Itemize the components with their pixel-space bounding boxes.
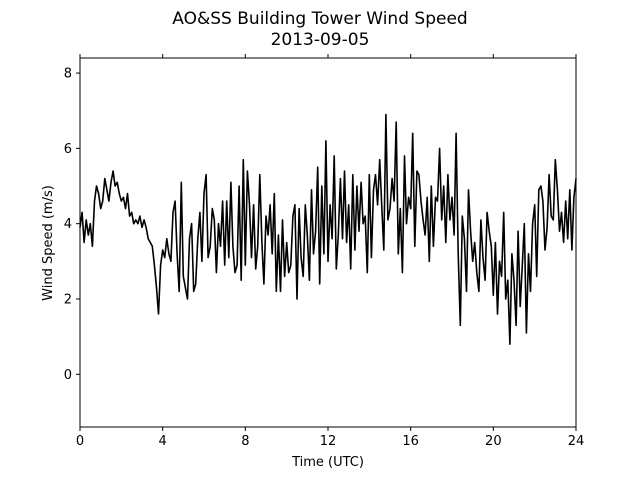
x-tick-label: 0: [76, 434, 84, 449]
chart-title: AO&SS Building Tower Wind Speed: [172, 9, 467, 29]
x-tick-label: 24: [568, 434, 585, 449]
x-tick-label: 20: [485, 434, 502, 449]
chart-subtitle: 2013-09-05: [271, 30, 370, 50]
y-tick-label: 6: [64, 142, 72, 157]
y-tick-label: 4: [64, 217, 72, 232]
x-tick-label: 16: [402, 434, 419, 449]
x-tick-label: 12: [320, 434, 337, 449]
y-tick-label: 8: [64, 67, 72, 82]
series-line-0: [79, 113, 577, 346]
y-tick-label: 2: [64, 292, 72, 307]
y-axis-label: Wind Speed (m/s): [41, 185, 56, 301]
x-axis-label: Time (UTC): [291, 455, 364, 470]
x-tick-label: 4: [159, 434, 167, 449]
x-tick-label: 8: [241, 434, 249, 449]
y-tick-label: 0: [64, 368, 72, 383]
